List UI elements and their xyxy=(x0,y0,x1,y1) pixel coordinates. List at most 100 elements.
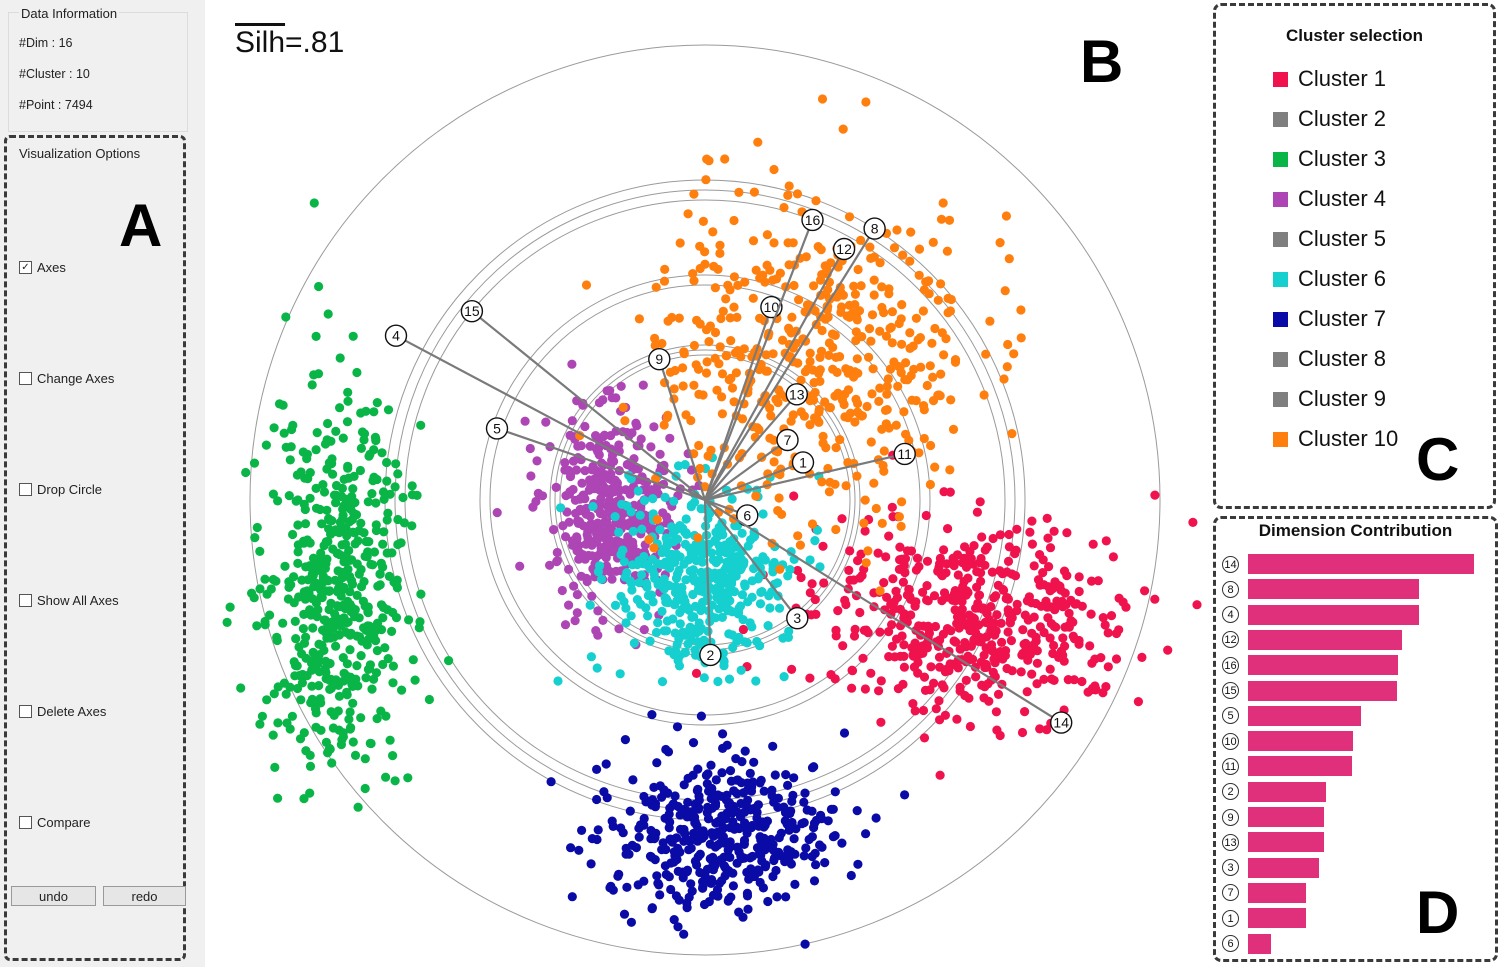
dimension-label-circle: 5 xyxy=(1222,707,1239,725)
contribution-row[interactable]: 16 xyxy=(1222,654,1482,676)
data-point xyxy=(945,661,955,671)
axis-3[interactable]: 3 xyxy=(704,499,809,630)
contribution-row[interactable]: 4 xyxy=(1222,604,1482,626)
point-count: #Point : 7494 xyxy=(19,98,93,112)
axis-5[interactable]: 5 xyxy=(485,417,706,502)
drop-circle-checkbox[interactable] xyxy=(19,483,32,496)
option-change-axes[interactable]: Change Axes xyxy=(19,371,114,386)
axis-13[interactable]: 13 xyxy=(704,383,808,501)
contribution-row[interactable]: 9 xyxy=(1222,806,1482,828)
data-point xyxy=(618,545,628,555)
data-point xyxy=(1007,429,1017,439)
data-point xyxy=(688,738,699,748)
data-point xyxy=(652,758,662,768)
data-point xyxy=(273,496,283,506)
axes-checkbox[interactable]: ✓ xyxy=(19,261,32,274)
axis-6[interactable]: 6 xyxy=(704,498,759,527)
legend-item-cluster-3[interactable]: Cluster 3 xyxy=(1273,146,1386,172)
data-point xyxy=(299,609,309,620)
contribution-row[interactable]: 1 xyxy=(1222,907,1482,929)
legend-item-cluster-8[interactable]: Cluster 8 xyxy=(1273,346,1386,372)
option-show-all-axes[interactable]: Show All Axes xyxy=(19,593,119,608)
axis-2[interactable]: 2 xyxy=(699,499,722,667)
data-point xyxy=(911,597,921,607)
option-delete-axes[interactable]: Delete Axes xyxy=(19,704,106,719)
contribution-row[interactable]: 11 xyxy=(1222,755,1482,777)
data-point xyxy=(914,621,924,631)
contribution-row[interactable]: 6 xyxy=(1222,933,1482,955)
axis-9[interactable]: 9 xyxy=(648,348,707,501)
data-point xyxy=(615,537,625,547)
legend-item-cluster-6[interactable]: Cluster 6 xyxy=(1273,266,1386,292)
delete-axes-checkbox[interactable] xyxy=(19,705,32,718)
data-point xyxy=(852,806,862,816)
axis-16[interactable]: 16 xyxy=(703,208,824,501)
data-point xyxy=(934,652,945,662)
axis-4[interactable]: 4 xyxy=(384,324,706,501)
option-drop-circle[interactable]: Drop Circle xyxy=(19,482,102,497)
contribution-bar xyxy=(1248,832,1324,853)
data-point xyxy=(252,621,262,631)
data-point xyxy=(856,281,866,291)
data-point xyxy=(393,469,403,479)
option-compare[interactable]: Compare xyxy=(19,815,90,830)
dimension-label-circle: 15 xyxy=(1222,682,1239,699)
data-point xyxy=(1088,539,1098,549)
contribution-row[interactable]: 13 xyxy=(1222,831,1482,853)
data-point xyxy=(396,538,406,548)
data-point xyxy=(693,764,703,774)
option-axes[interactable]: ✓ Axes xyxy=(19,260,66,275)
contribution-row[interactable]: 12 xyxy=(1222,629,1482,651)
legend-item-cluster-2[interactable]: Cluster 2 xyxy=(1273,106,1386,132)
contribution-row[interactable]: 10 xyxy=(1222,730,1482,752)
axis-11[interactable]: 11 xyxy=(704,442,916,502)
data-point xyxy=(404,615,414,625)
data-point xyxy=(761,366,771,376)
data-point xyxy=(815,365,825,375)
contribution-row[interactable]: 15 xyxy=(1222,680,1482,702)
contribution-row[interactable]: 2 xyxy=(1222,781,1482,803)
data-point xyxy=(965,721,976,732)
data-point xyxy=(807,763,818,773)
legend-item-cluster-1[interactable]: Cluster 1 xyxy=(1273,66,1386,92)
contribution-row[interactable]: 3 xyxy=(1222,857,1482,879)
contribution-row[interactable]: 8 xyxy=(1222,578,1482,600)
data-point xyxy=(378,613,388,623)
change-axes-checkbox[interactable] xyxy=(19,372,32,385)
data-point xyxy=(788,238,798,248)
redo-button[interactable]: redo xyxy=(103,886,186,906)
data-point xyxy=(663,410,673,420)
legend-item-cluster-5[interactable]: Cluster 5 xyxy=(1273,226,1386,252)
undo-button[interactable]: undo xyxy=(11,886,96,906)
data-point xyxy=(905,592,915,602)
data-point xyxy=(345,502,355,512)
contribution-row[interactable]: 5 xyxy=(1222,705,1482,727)
compare-checkbox[interactable] xyxy=(19,816,32,829)
data-point xyxy=(595,526,605,536)
data-point xyxy=(1027,516,1037,526)
data-point xyxy=(1016,667,1026,677)
axis-7[interactable]: 7 xyxy=(704,428,799,501)
show-all-axes-checkbox[interactable] xyxy=(19,594,32,607)
dimension-label-circle: 9 xyxy=(1222,808,1239,826)
legend-item-cluster-4[interactable]: Cluster 4 xyxy=(1273,186,1386,212)
data-point xyxy=(691,360,701,370)
contribution-row[interactable]: 14 xyxy=(1222,553,1482,575)
axis-1[interactable]: 1 xyxy=(704,451,815,502)
data-point xyxy=(553,676,563,686)
axis-8[interactable]: 8 xyxy=(704,217,886,501)
axis-14[interactable]: 14 xyxy=(704,499,1073,734)
data-point xyxy=(698,550,708,560)
data-point xyxy=(796,407,806,417)
axis-12[interactable]: 12 xyxy=(704,237,856,501)
contribution-row[interactable]: 7 xyxy=(1222,882,1482,904)
legend-item-cluster-9[interactable]: Cluster 9 xyxy=(1273,386,1386,412)
axis-15[interactable]: 15 xyxy=(460,300,706,501)
data-point xyxy=(336,586,347,596)
legend-item-cluster-10[interactable]: Cluster 10 xyxy=(1273,426,1398,452)
legend-swatch xyxy=(1273,231,1288,247)
data-point xyxy=(1023,615,1033,625)
legend-item-cluster-7[interactable]: Cluster 7 xyxy=(1273,306,1386,332)
data-point xyxy=(999,374,1009,384)
